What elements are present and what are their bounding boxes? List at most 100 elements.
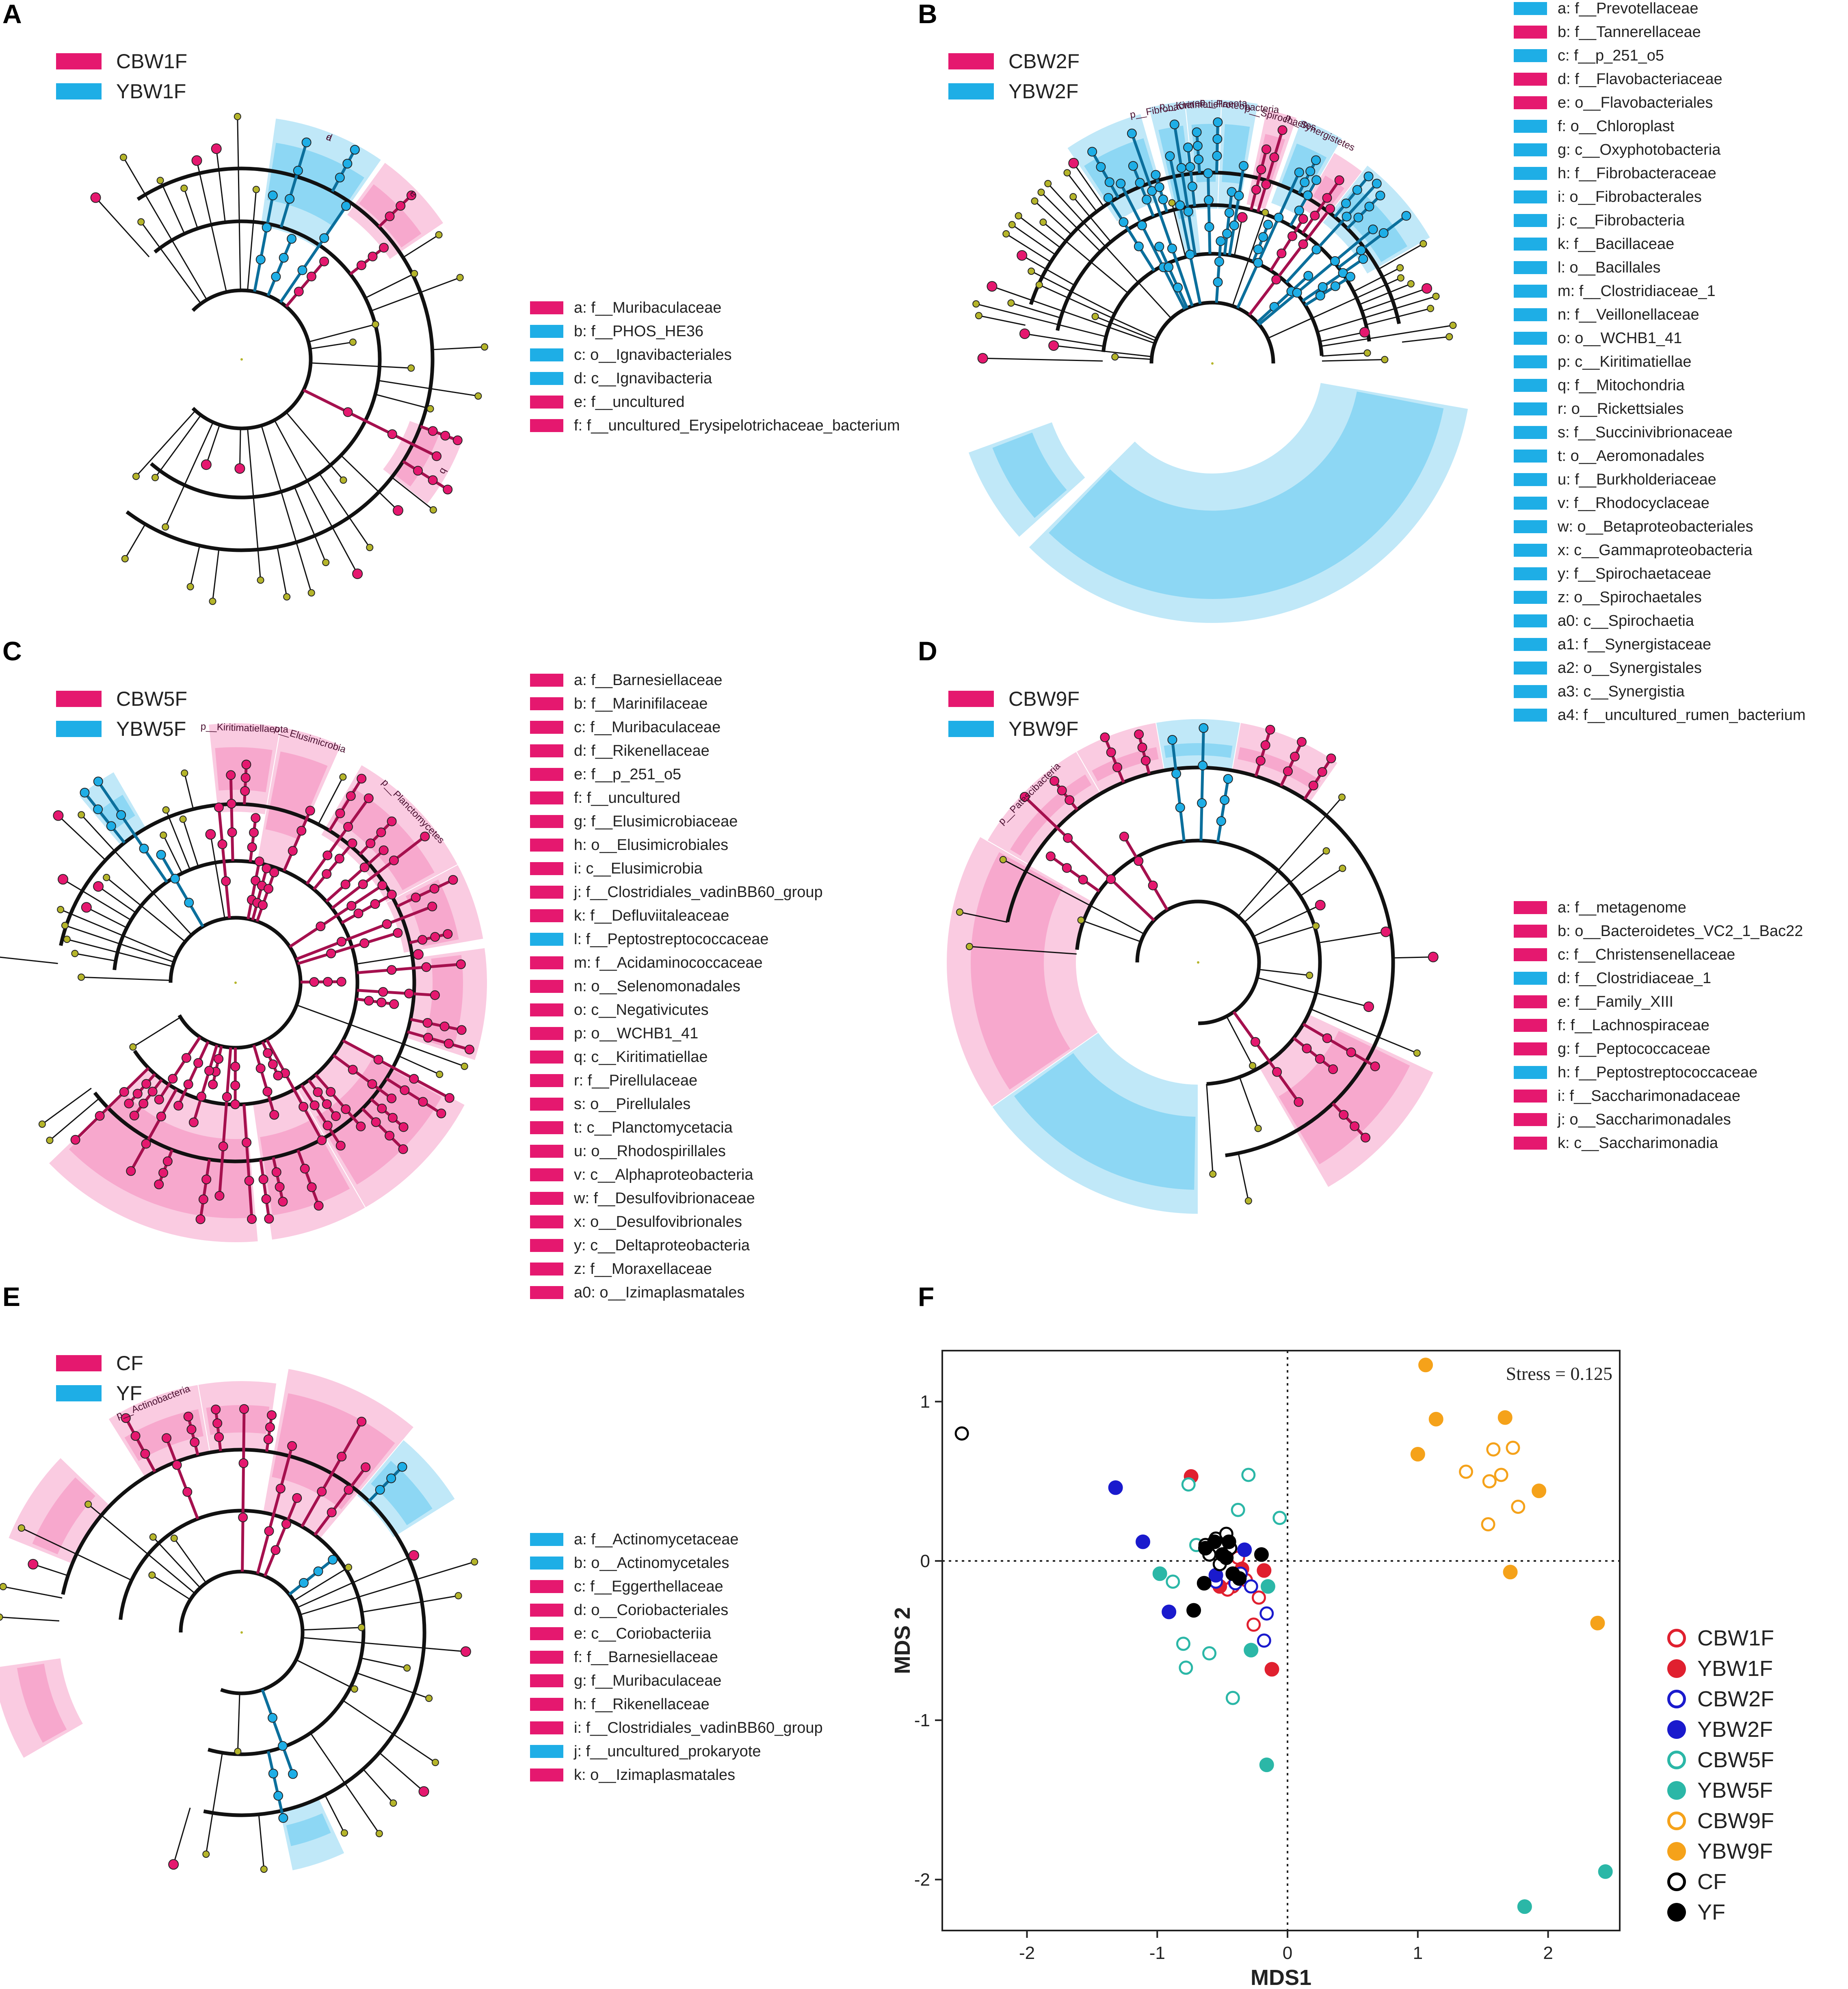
tree-branch <box>205 1752 223 1855</box>
tree-node <box>211 143 222 154</box>
tree-node <box>1363 171 1374 182</box>
tree-node <box>121 1413 131 1423</box>
tree-node <box>385 1131 395 1141</box>
tree-node <box>1427 305 1435 312</box>
tree-branch <box>249 817 257 862</box>
tree-branch <box>296 1659 355 1690</box>
tree-node <box>1134 241 1144 251</box>
tree-node <box>1119 217 1129 227</box>
tree-node <box>1294 205 1304 216</box>
taxa-swatch <box>530 1263 563 1276</box>
taxa-legend-item: f: f__uncultured <box>530 786 823 810</box>
tree-node <box>1254 1124 1262 1132</box>
taxa-swatch <box>530 886 563 899</box>
taxa-swatch <box>530 1533 563 1546</box>
tree-branch <box>184 773 194 809</box>
tree-branch <box>128 1073 156 1105</box>
tree-node <box>317 1487 327 1497</box>
tree-node <box>1251 185 1261 195</box>
tree-node <box>190 1437 200 1447</box>
tree-node <box>1265 724 1275 735</box>
taxa-label: u: f__Burkholderiaceae <box>1558 471 1716 488</box>
tree-node <box>170 873 180 884</box>
tree-node <box>173 1100 184 1111</box>
taxa-legend-b: a: f__Prevotellaceae b: f__Tannerellaceae… <box>1514 0 1806 727</box>
tree-node <box>151 474 159 482</box>
tree-node <box>273 1070 283 1081</box>
tree-node <box>1203 195 1214 205</box>
tree-node <box>379 243 389 253</box>
legend-swatch <box>948 721 994 737</box>
tree-node <box>1315 899 1326 910</box>
tree-branch <box>160 854 204 927</box>
tree-node <box>1250 1037 1260 1047</box>
tree-node <box>0 1583 7 1591</box>
tree-node <box>409 1074 419 1084</box>
tree-node <box>326 1087 336 1097</box>
tree-node <box>1364 201 1374 212</box>
tree-branch <box>1258 969 1310 976</box>
taxa-label: b: o__Bacteroidetes_VC2_1_Bac22 <box>1558 922 1803 940</box>
point-cbw5f <box>1225 1691 1240 1705</box>
taxa-legend-item: b: f__Marinifilaceae <box>530 692 823 716</box>
x-tick-label: -2 <box>1019 1943 1035 1963</box>
tree-node <box>975 312 982 320</box>
tree-node <box>147 1087 158 1097</box>
tree-node <box>376 827 386 837</box>
tree-node <box>1352 185 1362 195</box>
legend-item-cbw2f: CBW2F <box>1667 1684 1774 1714</box>
tree-node <box>257 576 264 584</box>
tree-node <box>1261 179 1271 190</box>
legend-label: CBW9F <box>1008 688 1080 710</box>
taxa-legend-item: a: f__Muribaculaceae <box>530 296 900 320</box>
tree-node <box>130 1431 141 1441</box>
tree-node <box>398 1122 409 1132</box>
clade-highlight-inner <box>1336 186 1408 262</box>
tree-branch <box>361 1595 459 1613</box>
point-ybw2f <box>1135 1534 1150 1549</box>
point-ybw9f <box>1590 1615 1605 1630</box>
legend-item-cbw9f: CBW9F <box>1667 1805 1774 1836</box>
taxa-swatch <box>1514 520 1547 533</box>
tree-node <box>1428 951 1439 962</box>
tree-backbone <box>126 166 435 552</box>
tree-branch <box>1050 855 1100 893</box>
tree-node <box>307 589 315 597</box>
tree-node <box>202 1850 210 1858</box>
tree-node <box>345 1563 353 1571</box>
tree-node <box>398 1144 408 1154</box>
tree-branch <box>289 884 383 948</box>
taxa-legend-item: v: f__Rhodocyclaceae <box>1514 491 1806 515</box>
tree-node <box>103 873 110 881</box>
taxa-swatch <box>1514 167 1547 180</box>
tree-node <box>262 1087 273 1097</box>
tree-node <box>366 838 376 848</box>
taxa-legend-item: g: f__Peptococcaceae <box>1514 1037 1803 1061</box>
point-ybw5f <box>1260 1579 1275 1594</box>
taxa-legend-item: l: f__Peptostreptococcaceae <box>530 927 823 951</box>
taxa-swatch <box>530 839 563 852</box>
tree-branch <box>1253 904 1321 937</box>
legend-label: YF <box>1697 1900 1726 1924</box>
tree-branch <box>217 807 231 919</box>
tree-node <box>139 843 149 854</box>
x-axis-label: MDS1 <box>1251 1965 1311 1989</box>
tree-node <box>265 1422 275 1432</box>
taxa-swatch <box>1514 238 1547 251</box>
tree-branch <box>1257 977 1369 1007</box>
tree-branch <box>211 1046 223 1085</box>
taxa-legend-item: x: o__Desulfovibrionales <box>530 1210 823 1234</box>
legend-item-yf: YF <box>1667 1897 1774 1927</box>
tree-node <box>268 1713 278 1723</box>
tree-node <box>464 1044 474 1055</box>
tree-branch <box>1216 778 1230 843</box>
tree-branch <box>331 835 426 910</box>
taxa-legend-d: a: f__metagenome b: o__Bacteroidetes_VC2_… <box>1514 896 1803 1155</box>
point-cbw2f <box>1244 1579 1258 1594</box>
tree-node <box>1303 271 1314 281</box>
taxa-legend-item: d: f__Rikenellaceae <box>530 739 823 763</box>
tree-node <box>1062 863 1072 873</box>
tree-node <box>1326 753 1336 763</box>
tree-node <box>63 936 71 943</box>
group-legend-c: CBW5F YBW5F <box>56 684 187 744</box>
